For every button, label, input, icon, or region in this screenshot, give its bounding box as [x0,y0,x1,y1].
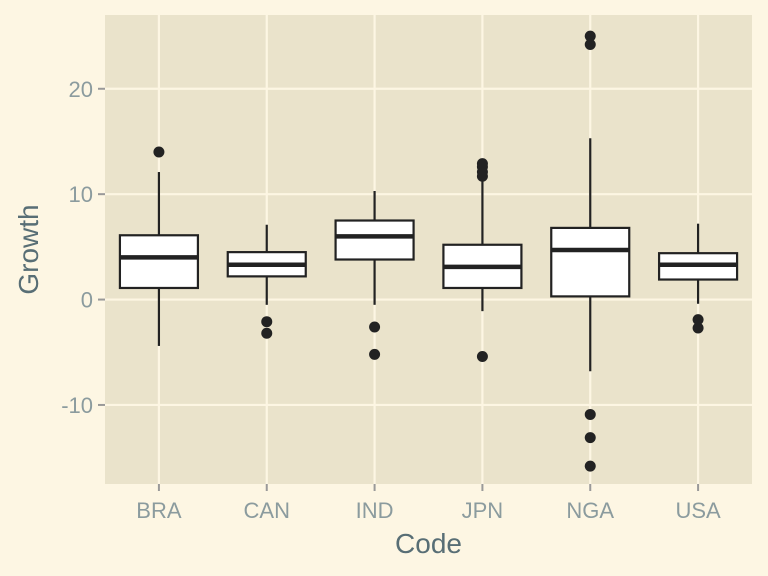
x-tick-label: USA [675,498,721,523]
outlier-point [153,146,165,158]
box-ind [334,191,415,360]
box-jpn [442,158,523,362]
outlier-point [369,321,381,333]
x-axis-title: Code [395,528,462,559]
outlier-point [261,316,273,328]
y-tick-label: 20 [69,77,93,102]
outlier-point [584,460,596,472]
y-tick-label: -10 [61,393,93,418]
x-tick-label: CAN [244,498,290,523]
box-bra [118,146,200,346]
y-tick-label: 0 [81,288,93,313]
boxes [118,30,739,472]
plot-panel [105,15,752,484]
iqr-box [118,234,200,290]
y-axis-title: Growth [13,204,44,294]
outlier-point [692,314,704,326]
iqr-box [550,226,631,298]
outlier-point [584,408,596,420]
outlier-point [584,30,596,42]
box-usa [657,223,739,334]
x-tick-label: BRA [136,498,182,523]
outlier-point [584,39,596,51]
y-tick-label: 10 [69,182,93,207]
axis-ticks: -10 0 10 20 BRA CAN IND JPN NGA USA [61,77,721,523]
x-tick-label: JPN [462,498,504,523]
outlier-point [261,327,273,339]
outlier-point [369,348,381,360]
x-tick-label: IND [356,498,394,523]
outlier-point [692,322,704,334]
iqr-box [334,219,415,261]
outlier-point [476,350,488,362]
box-can [226,224,307,339]
outlier-point [476,158,488,170]
box-nga [550,30,631,472]
outlier-point [584,432,596,444]
x-tick-label: NGA [566,498,614,523]
